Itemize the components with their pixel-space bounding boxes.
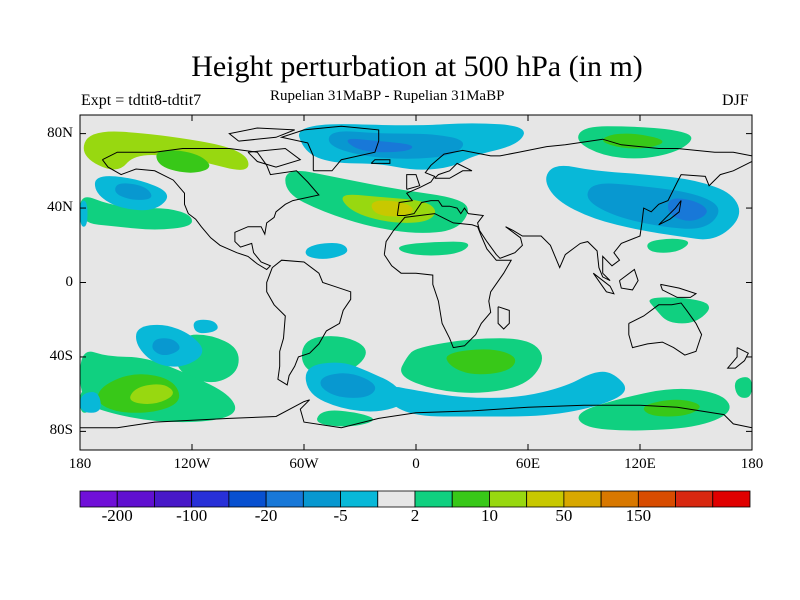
colorbar-box (675, 490, 714, 508)
lon-tick-label: 0 (412, 456, 420, 472)
anomaly-region (317, 410, 374, 427)
colorbar-box (451, 490, 490, 508)
iceland-coast (370, 159, 391, 164)
anomaly-region (734, 377, 752, 398)
colorbar-tick-label: -20 (254, 506, 278, 525)
anomaly-region (446, 349, 516, 375)
colorbar-box (79, 490, 118, 508)
anomaly-region (647, 238, 689, 253)
plot-title: Height perturbation at 500 hPa (in m) (191, 50, 643, 83)
anomaly-region (371, 200, 413, 217)
colorbar-box (191, 490, 230, 508)
colorbar-box (414, 490, 453, 508)
lat-tick-label: 40S (49, 347, 73, 364)
greenland-coast (279, 125, 380, 172)
anomaly-region (603, 133, 663, 149)
coastlines (80, 125, 752, 429)
lon-tick-label: 120W (173, 456, 211, 472)
anomaly-region (80, 200, 88, 227)
baffin-coast (247, 147, 302, 168)
anomaly-region (347, 138, 413, 153)
lon-tick-label: 60W (289, 456, 319, 472)
colorbar-tick-label: -100 (176, 506, 208, 525)
lon-tick-label: 60E (515, 456, 541, 472)
anomaly-region (80, 392, 101, 413)
africa-coast (383, 213, 513, 349)
season-label: DJF (722, 92, 749, 109)
colorbar-box (563, 490, 602, 508)
japan-coast (658, 200, 682, 226)
colorbar-box (302, 490, 341, 508)
anomaly-region (388, 371, 626, 417)
new-zealand-coast (726, 347, 749, 369)
colorbar-tick-label: 150 (625, 506, 652, 525)
ellesmere-coast (228, 127, 295, 142)
anomaly-region (156, 150, 210, 173)
anomaly-region (305, 242, 348, 259)
madagascar-coast (497, 306, 510, 330)
colorbar-box (265, 490, 304, 508)
anomaly-region (130, 384, 173, 404)
anomaly-region (643, 399, 700, 417)
anomaly-region (399, 241, 469, 256)
colorbar-tick-label: 50 (555, 506, 573, 525)
colorbar (79, 490, 751, 508)
anomaly-region (320, 373, 376, 398)
colorbar-box (228, 490, 267, 508)
lat-tick-label: 0 (65, 273, 74, 290)
antarctica-coast (80, 399, 752, 429)
colorbar-tick-label: -200 (101, 506, 133, 525)
colorbar-tick-label: -5 (333, 506, 348, 525)
lon-tick-label: 180 (740, 456, 764, 472)
colorbar-box (340, 490, 379, 508)
colorbar-box (600, 490, 639, 508)
south-america-coast (266, 259, 352, 386)
experiment-label: Expt = tdtit8-tdtit7 (81, 92, 202, 109)
colorbar-box (377, 490, 416, 508)
colorbar-box (116, 490, 155, 508)
lon-tick-label: 180 (68, 456, 92, 472)
north-america-coast (102, 148, 320, 271)
lat-tick-label: 80N (47, 124, 73, 141)
greenland-uk-coast (406, 174, 421, 190)
colorbar-box (489, 490, 528, 508)
borneo-coast (619, 268, 639, 291)
axis-ticks (79, 115, 753, 450)
anomaly-region (193, 319, 218, 334)
anomaly-region (668, 198, 707, 221)
new-guinea-coast (660, 283, 698, 298)
lat-tick-label: 40N (47, 199, 73, 216)
period-label: Rupelian 31MaBP - Rupelian 31MaBP (270, 88, 505, 104)
colorbar-box (637, 490, 676, 508)
colorbar-tick-label: 10 (480, 506, 498, 525)
anomaly-region (80, 197, 192, 230)
australia-coast (628, 302, 703, 356)
eurasia-coast (396, 138, 752, 282)
anomaly-region (649, 297, 710, 324)
colorbar-box (526, 490, 565, 508)
anomaly-region (152, 338, 180, 356)
colorbar-box (712, 490, 751, 508)
scandinavia-sea-coast (434, 162, 473, 179)
sumatra-coast (592, 272, 615, 295)
colorbar-tick-label: 2 (410, 506, 420, 525)
lon-tick-label: 120E (624, 456, 656, 472)
colorbar-box (154, 490, 193, 508)
lat-tick-label: 80S (49, 422, 73, 439)
anomaly-region (115, 183, 152, 200)
